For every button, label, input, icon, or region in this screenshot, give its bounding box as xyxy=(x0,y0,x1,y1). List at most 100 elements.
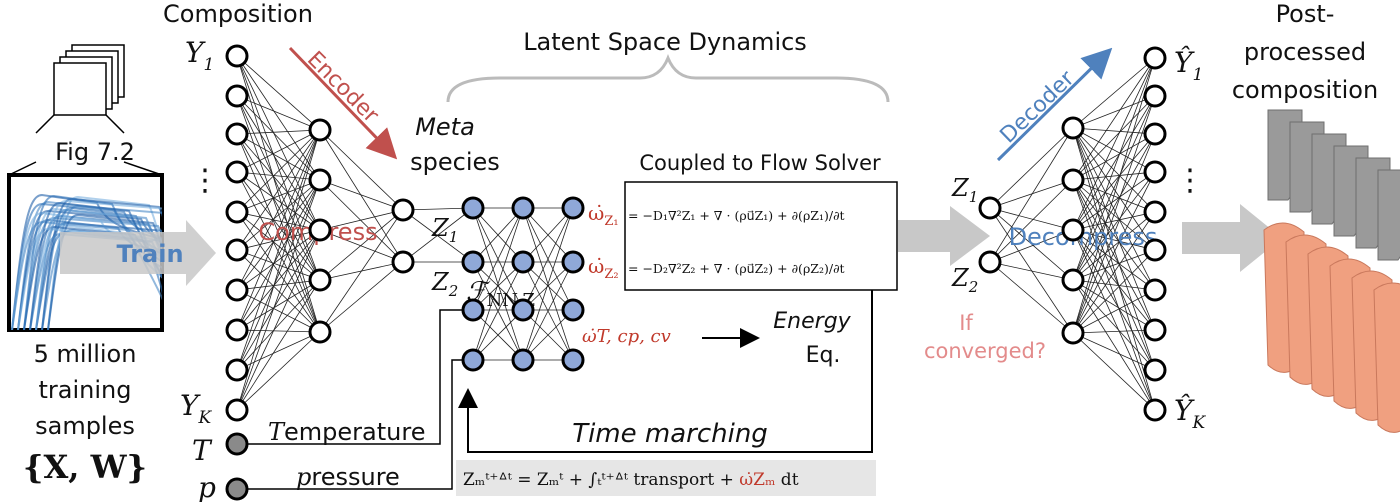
converged-label-2: converged? xyxy=(924,339,1046,363)
network-edge xyxy=(236,55,321,131)
decoder-to-output-arrow xyxy=(1182,204,1282,272)
fnn-layer2-node-1 xyxy=(511,250,535,274)
network-edge xyxy=(319,129,404,211)
time-equation: Zₘᵗ⁺ᐞᵗ = Zₘᵗ + ∫ₜᵗ⁺ᐞᵗ transport + ω̇Zₘ d… xyxy=(463,470,799,490)
network-edge xyxy=(472,207,524,263)
decoder-hidden-node-1 xyxy=(1061,168,1085,192)
network-edge xyxy=(236,95,321,333)
network-edge xyxy=(1072,279,1156,411)
output-node-6 xyxy=(1143,278,1167,302)
network-edge xyxy=(236,129,321,411)
fnn-layer2-node-0 xyxy=(511,196,535,220)
z1-dec-symbol: Z1 xyxy=(951,174,978,206)
temperature-label: Temperature xyxy=(268,418,425,446)
network-edge xyxy=(1072,57,1156,231)
encoder-label: Encoder xyxy=(302,47,384,129)
network-edge xyxy=(1072,249,1156,281)
network-edge xyxy=(236,279,321,331)
decoder-arrow xyxy=(996,47,1113,162)
training-curve xyxy=(23,216,162,330)
network-edge xyxy=(1072,211,1156,334)
render-lower-panel xyxy=(1373,282,1400,433)
network-edge xyxy=(989,229,1074,263)
encoder-hidden-node-0 xyxy=(308,118,332,142)
fnn-layer3-node-2 xyxy=(561,298,585,322)
z2-dec-symbol: Z2 xyxy=(951,264,978,296)
t-symbol: T xyxy=(192,434,213,467)
network-edge xyxy=(1072,127,1156,135)
network-edge xyxy=(236,95,321,231)
output-node-7 xyxy=(1143,318,1167,342)
network-edge xyxy=(236,129,321,135)
network-edge xyxy=(1072,171,1156,334)
training-curve xyxy=(41,206,162,330)
output-node-9 xyxy=(1143,398,1167,422)
pressure-label: pressure xyxy=(296,463,400,491)
input-node-6 xyxy=(225,278,249,302)
network-nodes xyxy=(225,44,1167,501)
input-node-5 xyxy=(225,238,249,262)
network-edge xyxy=(236,129,321,331)
network-edge xyxy=(236,211,321,281)
fnn-layer1-node-1 xyxy=(461,250,485,274)
network-edge xyxy=(236,171,321,281)
network-edge xyxy=(236,55,321,281)
z2-symbol: Z2 xyxy=(431,268,458,300)
decoder-hidden-node-4 xyxy=(1061,321,1085,345)
train-arrow xyxy=(60,220,216,286)
omega-z1: ω̇Z₁ xyxy=(588,201,619,229)
network-edge xyxy=(1072,332,1156,371)
network-edge xyxy=(236,211,321,231)
network-edge xyxy=(1072,127,1156,411)
output-node-3 xyxy=(1143,160,1167,184)
fnn-layer3-node-0 xyxy=(561,196,585,220)
latent-space-brace xyxy=(446,53,890,103)
figure-stack-icon xyxy=(8,44,163,176)
network-edge xyxy=(1072,57,1156,334)
latent-space-title: Latent Space Dynamics xyxy=(523,28,807,56)
post-processed-title-2: processed xyxy=(1244,38,1366,66)
yk-symbol: YK xyxy=(180,389,212,428)
network-edge xyxy=(1072,57,1156,129)
network-edge xyxy=(1072,179,1156,291)
network-edge xyxy=(236,129,321,213)
network-edge xyxy=(1072,279,1156,331)
input-vdots: ⋮ xyxy=(190,163,220,198)
output-vdots: ⋮ xyxy=(1175,163,1205,198)
encoder-hidden-node-4 xyxy=(308,320,332,344)
network-edge xyxy=(319,229,404,263)
network-edge xyxy=(402,209,474,263)
network-edge xyxy=(989,127,1074,209)
network-edge xyxy=(319,209,404,231)
meta-label-1: Meta xyxy=(415,113,475,141)
fnn-layer1-node-3 xyxy=(461,348,485,372)
encoder-hidden-node-3 xyxy=(308,268,332,292)
input-node-3 xyxy=(225,160,249,184)
network-edge xyxy=(472,261,524,361)
z1-symbol: Z1 xyxy=(431,214,458,246)
encoder-hidden-node-2 xyxy=(308,218,332,242)
network-edge xyxy=(1072,57,1156,181)
network-edge xyxy=(236,95,321,281)
latent-node-0 xyxy=(391,198,415,222)
training-curve xyxy=(35,208,162,330)
input-node-0 xyxy=(225,44,249,68)
network-edge xyxy=(236,179,321,251)
network-edge xyxy=(472,207,524,311)
yhatk-symbol: ŶK xyxy=(1174,394,1206,433)
decoder-latent-node-1 xyxy=(978,250,1002,274)
network-edge xyxy=(1072,179,1156,331)
network-edge xyxy=(236,179,321,213)
samples-label-2: training xyxy=(39,376,132,404)
network-edges xyxy=(236,55,1156,411)
network-edge xyxy=(1072,133,1156,334)
time-equation-box xyxy=(456,460,876,496)
network-edge xyxy=(236,331,321,371)
network-edge xyxy=(989,261,1074,334)
network-edge xyxy=(236,55,321,231)
network-edge xyxy=(1072,211,1156,231)
equation-z2: = −D₂∇²Z₂ + ∇ · (ρu⃗Z₂) + ∂(ρZ₂)/∂t xyxy=(628,261,845,276)
network-edge xyxy=(1072,127,1156,251)
